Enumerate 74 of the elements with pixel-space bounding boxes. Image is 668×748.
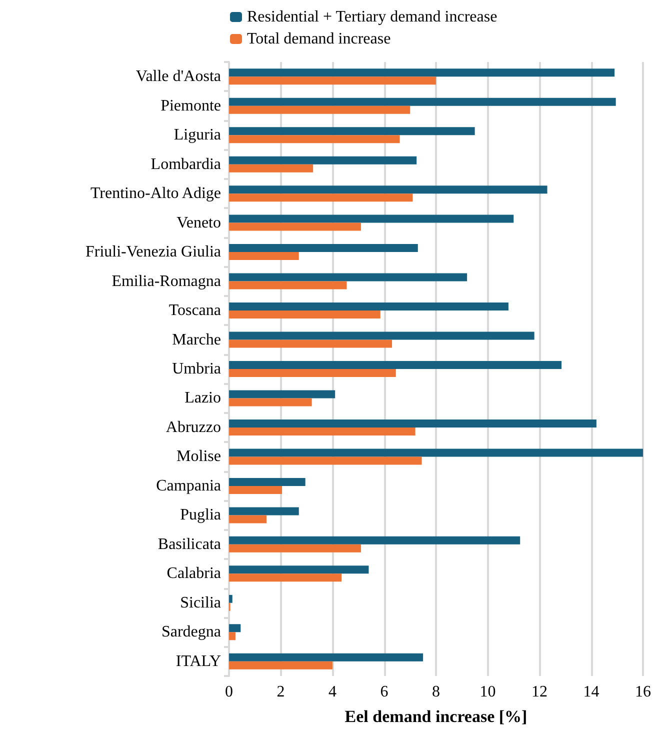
y-tick-label: Marche	[172, 331, 221, 348]
x-tick-label: 10	[480, 684, 496, 700]
y-tick-label: Lazio	[184, 390, 221, 407]
x-axis-title: Eel demand increase [%]	[344, 707, 528, 726]
y-tick-label: Abruzzo	[166, 418, 221, 436]
bar	[229, 398, 312, 406]
y-tick-label: Toscana	[168, 302, 221, 320]
bar	[229, 76, 436, 85]
bar	[229, 222, 361, 231]
bar	[229, 507, 299, 516]
bar	[229, 68, 615, 77]
y-tick-label: Friuli-Venezia Giulia	[85, 244, 221, 261]
bar	[229, 456, 422, 465]
bar	[229, 332, 534, 340]
y-tick-label: Molise	[176, 448, 221, 466]
y-tick-label: Piemonte	[160, 97, 221, 114]
y-tick-label: Basilicata	[158, 536, 221, 553]
x-tick-label: 12	[532, 684, 548, 700]
y-tick-label: Sicilia	[180, 594, 221, 612]
bar	[229, 390, 336, 398]
bar	[229, 661, 332, 670]
bar	[229, 340, 392, 348]
x-tick-label: 14	[583, 684, 600, 700]
y-tick-label: Puglia	[180, 506, 221, 524]
y-tick-label: Veneto	[176, 214, 221, 232]
bar	[229, 632, 236, 640]
bar	[229, 135, 400, 144]
legend-label: Total demand increase	[247, 30, 391, 48]
y-tick-label: Umbria	[172, 360, 221, 378]
bar	[229, 448, 643, 457]
bar	[229, 361, 562, 369]
y-tick-label: Liguria	[174, 126, 221, 144]
bar	[229, 427, 416, 436]
bar	[229, 186, 548, 194]
bar	[229, 419, 596, 428]
x-tick-label: 4	[328, 684, 336, 700]
bar	[229, 515, 267, 524]
y-tick-label: Emilia-Romagna	[112, 272, 221, 290]
bar	[229, 594, 232, 603]
y-tick-label: Valle d'Aosta	[136, 68, 221, 86]
y-tick-label: Trentino-Alto Adige	[90, 185, 221, 202]
bar	[229, 194, 413, 202]
bar	[229, 544, 361, 552]
bar	[229, 302, 508, 311]
bar	[229, 566, 369, 574]
y-tick-label: ITALY	[176, 652, 222, 670]
legend-label: Residential + Tertiary demand increase	[247, 8, 498, 26]
bar	[229, 281, 347, 290]
y-tick-label: Sardegna	[161, 624, 221, 641]
bar	[229, 164, 314, 172]
bar	[229, 310, 380, 319]
bar	[229, 98, 616, 106]
bar	[229, 478, 306, 486]
bar	[229, 574, 342, 582]
x-tick-label: 0	[225, 684, 233, 700]
y-tick-label: Campania	[156, 477, 221, 494]
x-tick-label: 8	[432, 684, 440, 700]
bar	[229, 214, 514, 223]
y-tick-label: Calabria	[166, 565, 221, 582]
bar	[229, 127, 475, 136]
bar	[229, 252, 299, 260]
bar	[229, 156, 417, 164]
y-tick-label: Lombardia	[150, 156, 221, 173]
x-tick-label: 16	[635, 684, 651, 700]
bar	[229, 486, 282, 494]
x-tick-label: 2	[276, 684, 285, 700]
bar	[229, 653, 424, 662]
bar	[229, 273, 468, 282]
bar	[229, 106, 410, 114]
bar	[229, 624, 241, 632]
bar	[229, 536, 520, 544]
bar	[229, 244, 418, 252]
x-tick-label: 6	[380, 684, 388, 700]
bar	[229, 369, 396, 377]
